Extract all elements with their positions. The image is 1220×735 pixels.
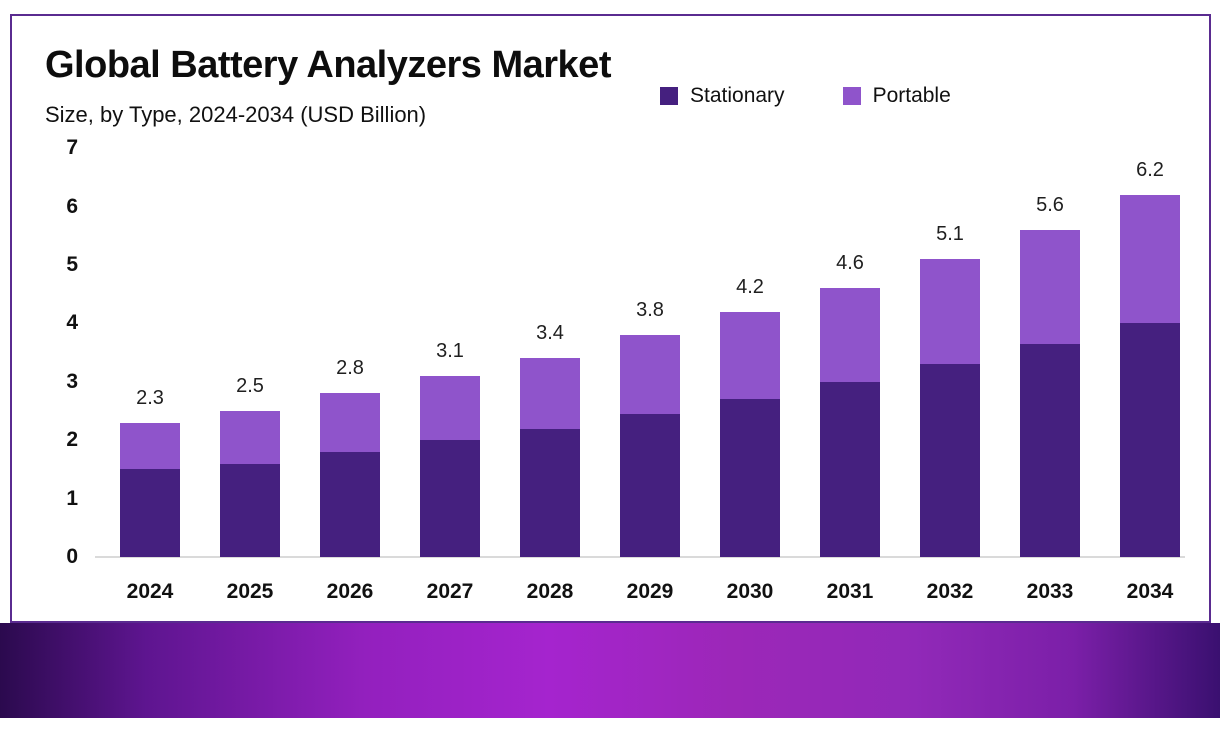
stationary-swatch-icon: [660, 87, 678, 105]
chart-card: Global Battery Analyzers Market Size, by…: [10, 14, 1211, 623]
legend-item-stationary: Stationary: [660, 84, 785, 108]
chart-subtitle: Size, by Type, 2024-2034 (USD Billion): [45, 102, 427, 127]
legend: Stationary Portable: [660, 84, 951, 108]
legend-label: Stationary: [690, 84, 785, 107]
legend-label: Portable: [872, 84, 951, 107]
legend-item-portable: Portable: [842, 84, 951, 108]
cagr-banner: The Market will Grow At the CAGR of: 10.…: [0, 623, 1220, 718]
chart-title: Global Battery Analyzers Market: [45, 44, 611, 86]
portable-swatch-icon: [842, 87, 861, 105]
